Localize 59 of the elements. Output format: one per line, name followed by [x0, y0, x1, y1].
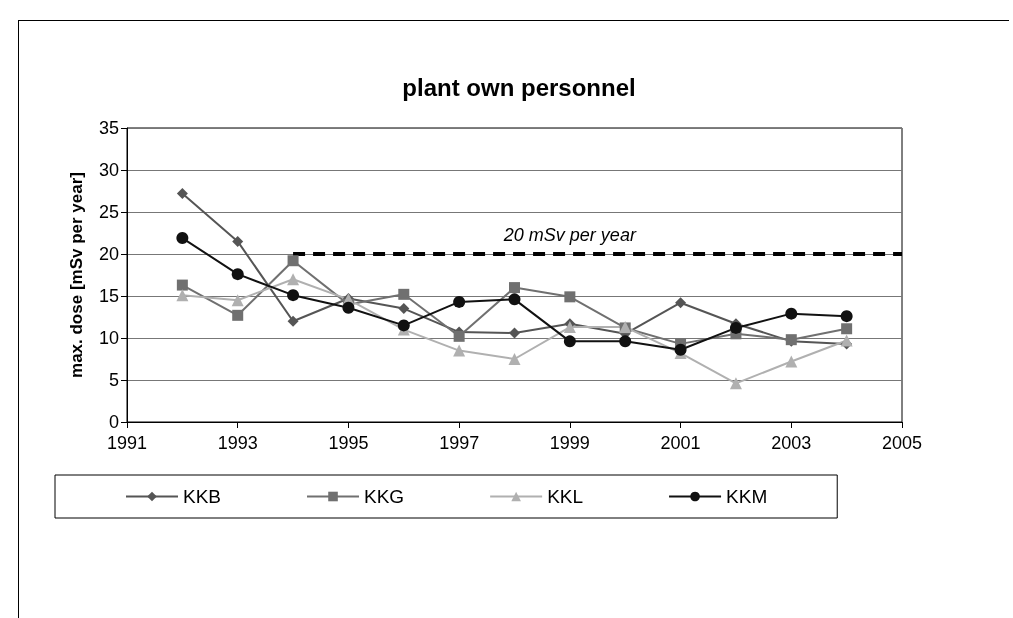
point: [176, 188, 188, 200]
point: [453, 330, 465, 342]
chart-title: plant own personnel: [402, 73, 636, 101]
y-tick-label: 0: [108, 412, 119, 432]
y-tick-label: 20: [98, 244, 119, 264]
point: [563, 321, 576, 334]
point: [232, 235, 244, 247]
point: [509, 282, 520, 294]
point: [785, 355, 798, 368]
point: [176, 279, 188, 291]
point: [231, 294, 244, 307]
point: [785, 307, 798, 320]
legend-label: KKL: [547, 486, 584, 507]
point: [674, 343, 687, 356]
point: [287, 273, 300, 286]
point: [287, 315, 299, 327]
x-tick-label: 1999: [549, 433, 590, 453]
y-tick-label: 30: [98, 160, 119, 180]
point: [675, 297, 687, 309]
y-tick-label: 35: [98, 118, 119, 138]
point: [619, 335, 632, 348]
point: [398, 303, 410, 315]
point: [509, 327, 520, 339]
point: [564, 291, 576, 303]
point: [231, 268, 244, 281]
point: [453, 295, 466, 308]
point: [729, 321, 742, 334]
legend-label: KKB: [183, 486, 222, 507]
point: [342, 301, 355, 314]
point: [453, 344, 466, 357]
point: [176, 232, 189, 245]
point: [287, 289, 300, 302]
x-tick-label: 1995: [328, 433, 369, 453]
legend-label: KKM: [726, 486, 768, 507]
point: [232, 309, 244, 321]
annotation: 20 mSv per year: [502, 225, 637, 245]
x-tick-label: 2003: [771, 433, 812, 453]
point: [397, 319, 410, 332]
point: [398, 288, 410, 300]
y-tick-label: 15: [98, 286, 119, 306]
point: [176, 289, 189, 302]
y-axis-title: max. dose [mSv per year]: [67, 172, 86, 378]
point: [508, 293, 521, 306]
point: [840, 310, 853, 323]
x-tick-label: 2001: [660, 433, 701, 453]
point: [840, 334, 853, 347]
x-tick-label: 1993: [217, 433, 258, 453]
point: [287, 255, 299, 267]
point: [563, 335, 576, 348]
y-tick-label: 25: [98, 202, 119, 222]
x-tick-label: 1991: [106, 433, 148, 453]
y-tick-label: 5: [108, 370, 119, 390]
y-tick-label: 10: [98, 328, 119, 348]
point: [841, 323, 853, 335]
x-tick-label: 2005: [881, 433, 923, 453]
point: [729, 377, 742, 390]
legend-label: KKG: [364, 486, 405, 507]
point: [508, 353, 521, 365]
x-tick-label: 1997: [439, 433, 480, 453]
